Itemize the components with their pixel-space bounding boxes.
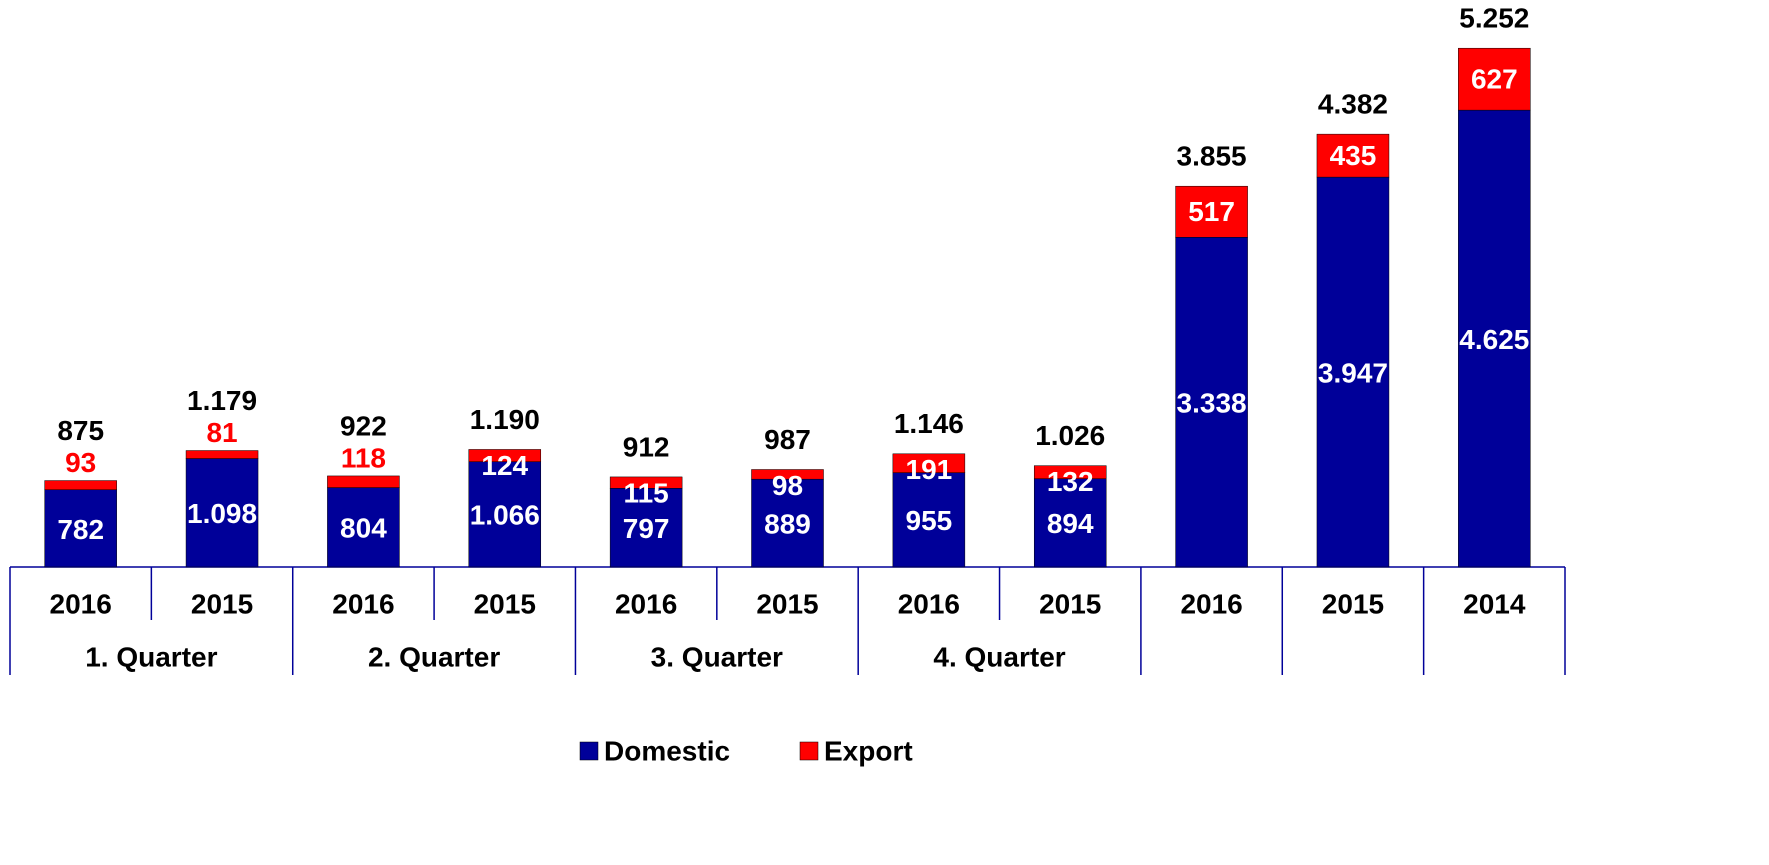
legend-swatch (579, 741, 599, 761)
value-label: 1.098 (187, 498, 257, 529)
value-label: 435 (1330, 140, 1377, 171)
bar-segment (468, 461, 542, 568)
value-label: 894 (1047, 508, 1094, 539)
bar-segment (44, 480, 117, 491)
group-label: 4. Quarter (933, 641, 1065, 672)
value-label: 124 (481, 450, 528, 481)
bar-segment (185, 458, 259, 568)
value-label: 191 (906, 454, 953, 485)
total-label: 1.146 (894, 408, 964, 439)
x-tick-label: 2016 (50, 588, 112, 619)
total-label: 1.179 (187, 385, 257, 416)
bar-segment (327, 487, 400, 568)
total-label: 5.252 (1459, 3, 1529, 34)
x-tick-label: 2016 (1180, 588, 1242, 619)
bar-segment (1316, 133, 1390, 178)
bar-segment (1175, 185, 1248, 238)
value-label: 98 (772, 470, 803, 501)
bar-segment (892, 472, 966, 568)
value-label: 4.625 (1459, 324, 1529, 355)
value-label: 132 (1047, 466, 1094, 497)
bar-segment (751, 478, 824, 568)
legend-label: Export (824, 735, 913, 766)
total-label: 987 (764, 424, 811, 455)
x-tick-label: 2016 (615, 588, 677, 619)
bar-segment (751, 469, 824, 480)
x-tick-label: 2015 (1039, 588, 1101, 619)
value-label: 889 (764, 508, 811, 539)
x-tick-label: 2015 (191, 588, 253, 619)
value-label: 1.066 (470, 500, 540, 531)
total-label: 922 (340, 410, 387, 441)
x-tick-label: 2016 (332, 588, 394, 619)
value-label: 782 (57, 514, 104, 545)
bar-segment (1458, 47, 1531, 111)
total-label: 875 (57, 415, 104, 446)
x-tick-label: 2016 (898, 588, 960, 619)
total-label: 1.190 (470, 404, 540, 435)
value-label: 517 (1188, 196, 1235, 227)
total-label: 3.855 (1177, 141, 1247, 172)
bar-segment (1033, 478, 1107, 568)
value-label: 81 (206, 417, 237, 448)
legend-label: Domestic (604, 735, 730, 766)
value-label: 797 (623, 513, 670, 544)
bar-segment (609, 476, 683, 489)
bar-segment (44, 489, 117, 568)
x-tick-label: 2014 (1463, 588, 1526, 619)
bar-segment (327, 475, 400, 488)
bar-segment (609, 488, 683, 568)
value-label: 804 (340, 513, 387, 544)
value-label: 627 (1471, 64, 1518, 95)
total-label: 1.026 (1035, 420, 1105, 451)
bar-segment (468, 449, 542, 462)
group-label: 1. Quarter (85, 641, 217, 672)
bar-segment (1316, 176, 1390, 568)
value-label: 93 (65, 447, 96, 478)
bar-segment (892, 453, 966, 473)
value-label: 955 (906, 505, 953, 536)
group-label: 3. Quarter (651, 641, 783, 672)
value-label: 3.338 (1177, 388, 1247, 419)
group-label: 2. Quarter (368, 641, 500, 672)
x-tick-label: 2015 (1322, 588, 1384, 619)
bar-segment (185, 450, 259, 459)
total-label: 4.382 (1318, 89, 1388, 120)
x-tick-label: 2015 (756, 588, 818, 619)
value-label: 3.947 (1318, 357, 1388, 388)
bar-segment (1458, 109, 1531, 568)
total-label: 912 (623, 431, 670, 462)
value-label: 115 (624, 477, 669, 508)
x-tick-label: 2015 (474, 588, 536, 619)
bar-segment (1175, 237, 1248, 568)
bar-segment (1033, 465, 1107, 479)
value-label: 118 (341, 442, 386, 473)
legend-swatch (799, 741, 819, 761)
